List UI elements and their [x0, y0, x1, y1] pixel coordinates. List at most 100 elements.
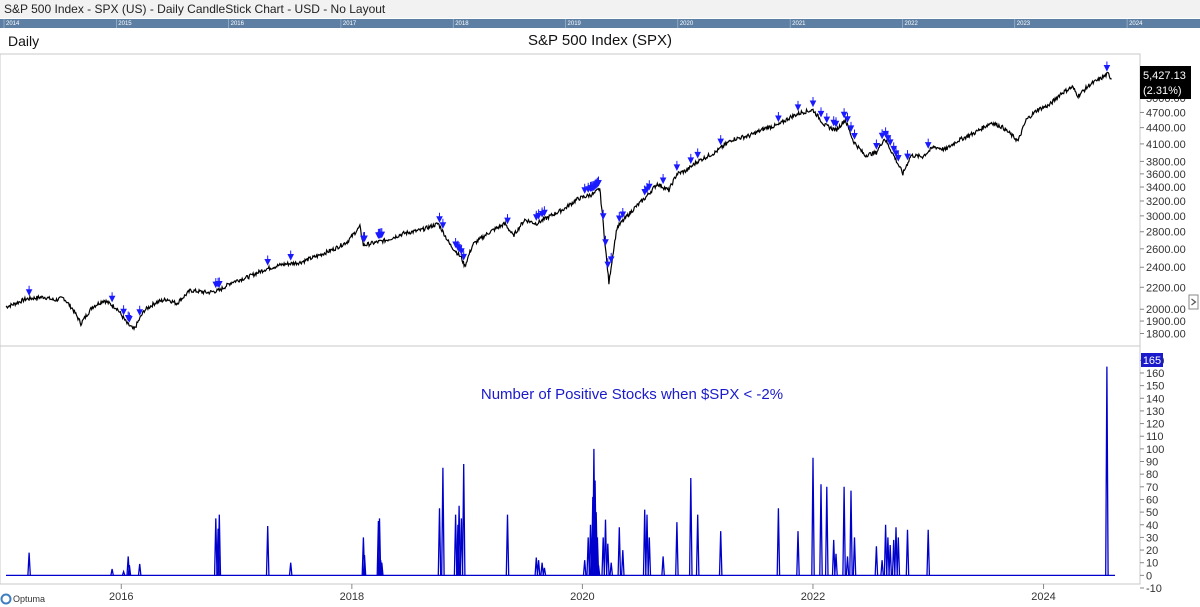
breadth-spike: [842, 486, 846, 576]
breadth-spike: [796, 531, 800, 576]
breadth-spike: [595, 537, 600, 576]
breadth-spike: [831, 539, 836, 576]
breadth-spike: [888, 544, 893, 576]
scroll-right-button[interactable]: [1188, 294, 1199, 310]
breadth-y-tick-label: 30: [1146, 532, 1158, 544]
window-title-bar: S&P 500 Index - SPX (US) - Daily CandleS…: [0, 0, 1200, 18]
brand-logo: Optuma: [0, 593, 45, 605]
breadth-spike: [441, 467, 445, 576]
breadth-last-badge: 165: [1141, 353, 1163, 367]
navigator-year-label: 2017: [343, 21, 357, 27]
signal-marker: [645, 180, 653, 191]
price-y-tick-label: 4400.00: [1146, 123, 1186, 135]
breadth-spike: [718, 531, 723, 576]
breadth-spike: [379, 562, 384, 576]
breadth-y-tick-label: 90: [1146, 457, 1158, 469]
navigator-bar[interactable]: [0, 19, 1200, 28]
signal-marker: [892, 146, 900, 158]
breadth-y-tick-label: 110: [1146, 431, 1164, 443]
signal-marker: [378, 228, 386, 239]
price-last-badge: 5,427.13 (2.31%): [1140, 66, 1191, 99]
breadth-spike: [845, 556, 850, 576]
signal-marker: [25, 285, 33, 296]
breadth-spike: [582, 560, 587, 576]
breadth-y-tick-label: 100: [1146, 444, 1164, 456]
breadth-spike: [695, 514, 700, 576]
breadth-spike: [603, 519, 608, 576]
navigator-year-label: 2018: [455, 21, 469, 27]
breadth-spike: [874, 546, 879, 576]
breadth-y-tick-label: 120: [1146, 419, 1164, 431]
chevron-right-icon[interactable]: [1191, 298, 1197, 306]
signal-marker: [844, 112, 851, 123]
breadth-spike: [819, 484, 823, 576]
signal-marker: [439, 218, 447, 229]
signal-marker: [108, 292, 116, 303]
signal-marker: [504, 214, 511, 225]
signal-marker: [882, 127, 889, 138]
breadth-spike: [647, 537, 652, 576]
navigator-year-label: 2016: [231, 21, 245, 27]
price-y-tick-label: 3200.00: [1146, 196, 1186, 208]
signal-marker: [599, 209, 607, 220]
signal-marker: [126, 312, 133, 323]
x-axis-tick-label: 2018: [340, 591, 364, 603]
breadth-spike: [661, 556, 665, 576]
signal-marker: [832, 117, 840, 128]
signal-marker: [619, 208, 627, 219]
breadth-spike: [645, 514, 649, 576]
signal-marker: [120, 305, 127, 316]
breadth-spike: [880, 560, 884, 576]
breadth-y-tick-label: 70: [1146, 482, 1158, 494]
signal-marker: [894, 151, 902, 162]
navigator-year-label: 2021: [792, 21, 806, 27]
breadth-y-tick-label: 10: [1146, 558, 1158, 570]
signal-marker: [215, 277, 223, 288]
signal-marker: [847, 121, 855, 133]
breadth-spike: [288, 562, 293, 576]
breadth-spike: [457, 505, 461, 576]
price-y-tick-label: 1900.00: [1146, 316, 1186, 328]
breadth-spikes: [27, 366, 1109, 576]
breadth-y-tick-label: 40: [1146, 520, 1158, 532]
price-y-tick-label: 1800.00: [1146, 329, 1186, 341]
signal-marker: [581, 183, 589, 194]
breadth-spike: [217, 514, 222, 576]
signal-marker: [924, 138, 932, 149]
timeline-navigator[interactable]: 2014 2015 2016 2017 2018 2019 2020 2021 2022 2023…: [0, 19, 1200, 28]
breadth-spike: [137, 563, 142, 576]
scroll-button-frame[interactable]: [1188, 294, 1199, 310]
breadth-y-axis: -100102030405060708090100110120130140150…: [1140, 355, 1164, 595]
signal-marker: [775, 112, 782, 123]
breadth-spike: [811, 457, 815, 576]
breadth-spike: [213, 518, 218, 576]
breadth-spike: [834, 553, 838, 576]
breadth-spike: [886, 537, 890, 576]
signal-marker: [823, 113, 831, 124]
last-price-value: 5,427.13: [1143, 70, 1186, 82]
breadth-spike: [609, 562, 614, 576]
price-y-tick-label: 3000.00: [1146, 211, 1186, 223]
signal-marker: [602, 235, 609, 246]
signal-marker: [460, 250, 468, 261]
breadth-y-tick-label: 140: [1146, 393, 1164, 405]
price-y-tick-label: 3800.00: [1146, 156, 1186, 168]
navigator-year-label: 2022: [904, 21, 918, 27]
signal-marker: [264, 255, 272, 266]
signal-marker: [287, 250, 295, 261]
signal-marker: [458, 244, 465, 255]
last-price-badge: [1140, 66, 1191, 99]
signal-marker: [604, 258, 612, 269]
price-y-tick-label: 4100.00: [1146, 139, 1186, 151]
signal-marker: [694, 148, 702, 159]
signal-marker: [904, 150, 911, 161]
breadth-spike: [852, 537, 857, 576]
breadth-y-tick-label: -10: [1146, 583, 1162, 595]
price-y-tick-label: 3400.00: [1146, 182, 1186, 194]
signal-marker: [615, 212, 623, 223]
x-axis-tick-label: 2020: [570, 591, 594, 603]
breadth-y-tick-label: 0: [1146, 570, 1152, 582]
